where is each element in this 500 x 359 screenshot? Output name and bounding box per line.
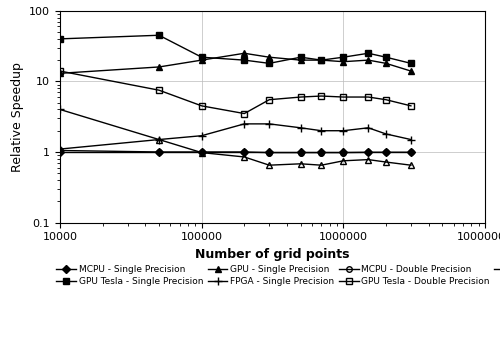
- GPU - Single Precision: [57, 71, 63, 75]
- GPU Tesla - Double Precision: [408, 104, 414, 108]
- Line: FPGA - Single Precision: FPGA - Single Precision: [56, 105, 415, 144]
- GPU - Single Precision: [156, 65, 162, 69]
- GPU Tesla - Double Precision: [57, 69, 63, 73]
- GPU Tesla - Double Precision: [266, 98, 272, 102]
- Line: GPU - Double Precision: GPU - Double Precision: [56, 136, 414, 169]
- FPGA - Single Precision: [266, 122, 272, 126]
- FPGA - Single Precision: [298, 126, 304, 130]
- X-axis label: Number of grid points: Number of grid points: [195, 248, 350, 261]
- GPU - Single Precision: [318, 58, 324, 62]
- Line: GPU Tesla - Single Precision: GPU Tesla - Single Precision: [56, 32, 414, 67]
- FPGA - Single Precision: [156, 137, 162, 142]
- GPU - Single Precision: [298, 58, 304, 62]
- GPU Tesla - Single Precision: [366, 51, 372, 55]
- GPU Tesla - Single Precision: [242, 58, 248, 62]
- Line: MCPU - Double Precision: MCPU - Double Precision: [57, 148, 414, 155]
- GPU - Double Precision: [57, 147, 63, 151]
- GPU Tesla - Double Precision: [318, 94, 324, 98]
- GPU - Double Precision: [156, 137, 162, 142]
- GPU - Double Precision: [298, 162, 304, 166]
- FPGA - Single Precision: [318, 129, 324, 133]
- MCPU - Single Precision: [408, 150, 414, 154]
- MCPU - Double Precision: [57, 148, 63, 153]
- GPU - Double Precision: [340, 159, 346, 163]
- MCPU - Single Precision: [242, 150, 248, 154]
- GPU - Double Precision: [198, 150, 204, 155]
- MCPU - Double Precision: [318, 150, 324, 155]
- GPU - Single Precision: [340, 60, 346, 64]
- MCPU - Double Precision: [340, 150, 346, 155]
- FPGA - Single Precision: [340, 129, 346, 133]
- Line: GPU - Single Precision: GPU - Single Precision: [56, 50, 414, 77]
- MCPU - Single Precision: [198, 150, 204, 154]
- MCPU - Single Precision: [156, 150, 162, 154]
- GPU - Single Precision: [408, 69, 414, 73]
- GPU - Double Precision: [408, 163, 414, 167]
- GPU Tesla - Single Precision: [266, 61, 272, 65]
- MCPU - Double Precision: [366, 150, 372, 154]
- GPU Tesla - Single Precision: [298, 55, 304, 59]
- GPU Tesla - Double Precision: [340, 95, 346, 99]
- GPU - Single Precision: [242, 51, 248, 55]
- Legend: MCPU - Single Precision, GPU Tesla - Single Precision, GPU - Single Precision, F: MCPU - Single Precision, GPU Tesla - Sin…: [56, 265, 500, 286]
- MCPU - Double Precision: [408, 150, 414, 154]
- GPU Tesla - Single Precision: [318, 58, 324, 62]
- GPU Tesla - Single Precision: [156, 33, 162, 37]
- FPGA - Single Precision: [242, 122, 248, 126]
- GPU Tesla - Single Precision: [383, 55, 389, 59]
- GPU Tesla - Double Precision: [198, 104, 204, 108]
- MCPU - Double Precision: [298, 150, 304, 155]
- GPU - Double Precision: [266, 163, 272, 167]
- GPU Tesla - Double Precision: [366, 95, 372, 99]
- MCPU - Single Precision: [340, 150, 346, 154]
- GPU Tesla - Double Precision: [298, 95, 304, 99]
- MCPU - Single Precision: [366, 150, 372, 154]
- GPU - Single Precision: [198, 58, 204, 62]
- MCPU - Double Precision: [383, 150, 389, 154]
- GPU Tesla - Single Precision: [198, 55, 204, 59]
- Y-axis label: Relative Speedup: Relative Speedup: [10, 62, 24, 172]
- FPGA - Single Precision: [408, 137, 414, 142]
- GPU - Double Precision: [242, 155, 248, 159]
- FPGA - Single Precision: [57, 107, 63, 112]
- FPGA - Single Precision: [383, 132, 389, 136]
- Line: GPU Tesla - Double Precision: GPU Tesla - Double Precision: [56, 67, 414, 117]
- MCPU - Double Precision: [242, 150, 248, 154]
- GPU - Single Precision: [383, 61, 389, 65]
- MCPU - Single Precision: [383, 150, 389, 154]
- GPU - Double Precision: [383, 160, 389, 164]
- GPU Tesla - Double Precision: [383, 98, 389, 102]
- GPU - Double Precision: [318, 163, 324, 167]
- MCPU - Double Precision: [156, 150, 162, 154]
- GPU - Single Precision: [266, 55, 272, 59]
- MCPU - Single Precision: [57, 150, 63, 154]
- GPU Tesla - Double Precision: [242, 111, 248, 116]
- Line: MCPU - Single Precision: MCPU - Single Precision: [57, 149, 414, 155]
- FPGA - Single Precision: [366, 126, 372, 130]
- MCPU - Single Precision: [266, 150, 272, 154]
- FPGA - Single Precision: [198, 134, 204, 138]
- GPU - Double Precision: [366, 158, 372, 162]
- MCPU - Double Precision: [198, 150, 204, 154]
- MCPU - Double Precision: [266, 150, 272, 155]
- GPU Tesla - Single Precision: [408, 61, 414, 65]
- GPU Tesla - Single Precision: [340, 55, 346, 59]
- GPU - Single Precision: [366, 58, 372, 62]
- MCPU - Single Precision: [298, 150, 304, 154]
- GPU Tesla - Single Precision: [57, 37, 63, 41]
- GPU Tesla - Double Precision: [156, 88, 162, 92]
- MCPU - Single Precision: [318, 150, 324, 154]
